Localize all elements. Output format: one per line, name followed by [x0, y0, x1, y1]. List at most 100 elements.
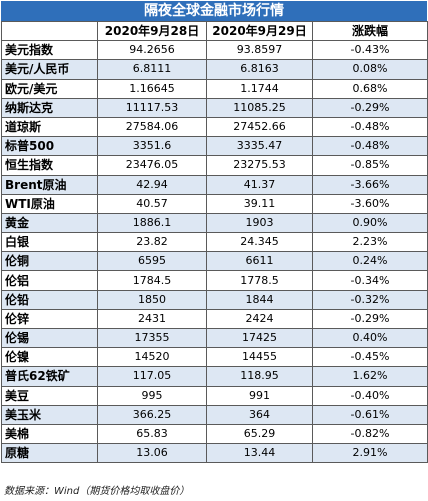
row-value-date2: 991	[206, 385, 313, 406]
table-row: 原糖 13.06 13.44 2.91%	[1, 443, 428, 464]
row-value-date1: 23.82	[97, 232, 207, 253]
row-name: 伦铝	[1, 270, 98, 291]
table-row: 标普500 3351.6 3335.47 -0.48%	[1, 136, 428, 157]
table-row: 白银 23.82 24.345 2.23%	[1, 232, 428, 253]
row-value-date2: 41.37	[206, 174, 313, 195]
row-change: 0.68%	[312, 78, 428, 99]
row-change: -0.61%	[312, 404, 428, 425]
row-name: 美元指数	[1, 40, 98, 61]
row-change: 0.40%	[312, 327, 428, 349]
row-name: 美元/人民币	[1, 59, 98, 80]
row-value-date2: 1778.5	[206, 270, 313, 291]
row-value-date1: 13.06	[97, 443, 207, 464]
row-name: 美豆	[1, 385, 98, 406]
row-value-date2: 13.44	[206, 443, 313, 464]
row-change: -3.60%	[312, 193, 428, 214]
row-name: 伦铜	[1, 251, 98, 272]
row-name: 伦铅	[1, 289, 98, 310]
row-value-date1: 94.2656	[97, 40, 207, 61]
row-value-date1: 6595	[97, 251, 207, 272]
row-name: 道琼斯	[1, 116, 98, 138]
row-value-date1: 1784.5	[97, 270, 207, 291]
row-name: 黄金	[1, 212, 98, 234]
table-row: 恒生指数 23476.05 23275.53 -0.85%	[1, 155, 428, 176]
table-row: 美元指数 94.2656 93.8597 -0.43%	[1, 40, 428, 61]
table-row: Brent原油 42.94 41.37 -3.66%	[1, 174, 428, 195]
row-value-date2: 65.29	[206, 423, 313, 445]
table-row: 伦锌 2431 2424 -0.29%	[1, 308, 428, 330]
row-change: 0.24%	[312, 251, 428, 272]
row-value-date2: 1844	[206, 289, 313, 310]
row-value-date1: 1886.1	[97, 212, 207, 234]
row-value-date1: 14520	[97, 347, 207, 368]
row-name: 原糖	[1, 443, 98, 464]
row-value-date1: 117.05	[97, 366, 207, 387]
table-row: 美棉 65.83 65.29 -0.82%	[1, 423, 428, 445]
row-name: 恒生指数	[1, 155, 98, 176]
row-value-date1: 11117.53	[97, 97, 207, 118]
row-change: 2.91%	[312, 443, 428, 464]
row-name: 伦镍	[1, 347, 98, 368]
table-row: 伦铜 6595 6611 0.24%	[1, 251, 428, 272]
row-change: 0.08%	[312, 59, 428, 80]
row-name: 伦锡	[1, 327, 98, 349]
table-row: 美玉米 366.25 364 -0.61%	[1, 404, 428, 425]
row-name: 白银	[1, 232, 98, 253]
row-value-date1: 65.83	[97, 423, 207, 445]
row-value-date2: 3335.47	[206, 136, 313, 157]
row-change: 0.90%	[312, 212, 428, 234]
row-value-date2: 27452.66	[206, 116, 313, 138]
row-name: 普氏62铁矿	[1, 366, 98, 387]
header-change: 涨跌幅	[312, 20, 428, 42]
table-row: 伦铝 1784.5 1778.5 -0.34%	[1, 270, 428, 291]
row-change: 1.62%	[312, 366, 428, 387]
table-row: 黄金 1886.1 1903 0.90%	[1, 212, 428, 234]
row-value-date1: 995	[97, 385, 207, 406]
row-change: -0.34%	[312, 270, 428, 291]
row-value-date1: 366.25	[97, 404, 207, 425]
row-change: -3.66%	[312, 174, 428, 195]
row-value-date1: 2431	[97, 308, 207, 330]
row-change: -0.48%	[312, 136, 428, 157]
table-row: 道琼斯 27584.06 27452.66 -0.48%	[1, 116, 428, 138]
row-change: 2.23%	[312, 232, 428, 253]
header-name	[1, 20, 98, 42]
table-row: 纳斯达克 11117.53 11085.25 -0.29%	[1, 97, 428, 118]
header-date2: 2020年9月29日	[206, 20, 313, 42]
row-value-date2: 6.8163	[206, 59, 313, 80]
row-value-date2: 11085.25	[206, 97, 313, 118]
row-name: 美棉	[1, 423, 98, 445]
row-change: -0.85%	[312, 155, 428, 176]
table-row: WTI原油 40.57 39.11 -3.60%	[1, 193, 428, 214]
row-value-date2: 1903	[206, 212, 313, 234]
row-change: -0.29%	[312, 97, 428, 118]
row-value-date2: 14455	[206, 347, 313, 368]
row-change: -0.43%	[312, 40, 428, 61]
row-value-date1: 3351.6	[97, 136, 207, 157]
row-value-date2: 2424	[206, 308, 313, 330]
row-value-date1: 42.94	[97, 174, 207, 195]
row-change: -0.48%	[312, 116, 428, 138]
source-note: 数据来源：Wind（期货价格均取收盘价）	[4, 486, 190, 497]
table-row: 美豆 995 991 -0.40%	[1, 385, 428, 406]
row-name: Brent原油	[1, 174, 98, 195]
row-change: -0.32%	[312, 289, 428, 310]
market-table: 2020年9月28日 2020年9月29日 涨跌幅 美元指数 94.2656 93.…	[1, 20, 428, 464]
row-value-date2: 364	[206, 404, 313, 425]
row-value-date1: 6.8111	[97, 59, 207, 80]
row-value-date1: 23476.05	[97, 155, 207, 176]
row-name: 欧元/美元	[1, 78, 98, 99]
row-value-date2: 17425	[206, 327, 313, 349]
table-row: 美元/人民币 6.8111 6.8163 0.08%	[1, 59, 428, 80]
row-name: 标普500	[1, 136, 98, 157]
table-row: 伦铅 1850 1844 -0.32%	[1, 289, 428, 310]
row-change: -0.40%	[312, 385, 428, 406]
row-value-date1: 1.16645	[97, 78, 207, 99]
row-name: WTI原油	[1, 193, 98, 214]
row-value-date2: 24.345	[206, 232, 313, 253]
row-value-date2: 118.95	[206, 366, 313, 387]
row-change: -0.29%	[312, 308, 428, 330]
row-value-date1: 40.57	[97, 193, 207, 214]
row-value-date1: 27584.06	[97, 116, 207, 138]
header-date1: 2020年9月28日	[97, 20, 207, 42]
